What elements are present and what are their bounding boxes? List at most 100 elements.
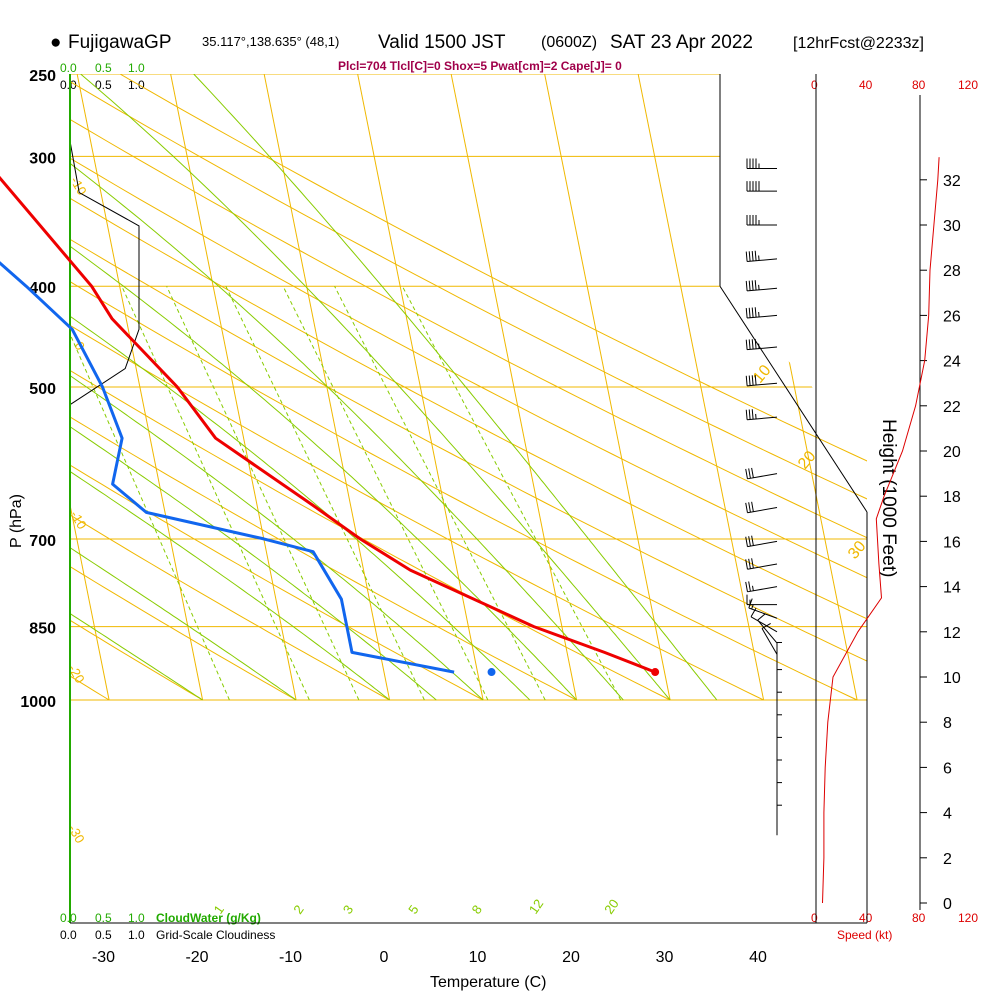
isotherm-line — [70, 74, 110, 701]
wind-barb — [745, 307, 778, 319]
surface-temperature-point — [651, 668, 660, 677]
dry-adiabat-line — [88, 74, 867, 701]
isotherm-line — [0, 56, 16, 700]
wind-barb — [776, 691, 782, 723]
mixing-ratio-label: 5 — [405, 902, 421, 917]
dry-adiabat-line — [70, 74, 858, 701]
temperature-line — [0, 175, 656, 674]
isotherm-line — [633, 74, 765, 701]
temperature-tick-label: -30 — [92, 949, 115, 966]
moist-adiabat-line — [70, 74, 437, 701]
moist-adiabat-grid: -100-10-20-30 — [67, 74, 718, 846]
y-axis-title: P (hPa) — [8, 494, 25, 548]
mixing-ratio-line — [166, 286, 360, 701]
height-tick-label: 16 — [943, 534, 961, 551]
mixing-ratio-label: 3 — [340, 902, 356, 917]
wind-barbs — [745, 158, 782, 836]
sounding-series — [0, 175, 660, 677]
dry-adiabat-line — [70, 74, 390, 701]
height-tick-label: 32 — [943, 173, 961, 190]
wind-barb — [745, 250, 778, 263]
temperature-tick-label: 10 — [469, 949, 487, 966]
wind-barb — [745, 338, 778, 351]
cloudiness-profile — [69, 140, 140, 406]
moist-adiabat-line — [70, 74, 484, 701]
cloudiness-tick-bottom-2: 1.0 — [128, 928, 145, 942]
isotherm-line — [540, 74, 671, 701]
temperature-tick-label: 20 — [562, 949, 580, 966]
isotherm-line — [166, 74, 297, 701]
isotherm-line — [72, 74, 204, 701]
windspeed-tick-top-1: 40 — [859, 78, 873, 92]
cloudwater-tick-top-2: 1.0 — [128, 61, 145, 75]
height-tick-label: 6 — [943, 760, 952, 777]
isotherm-line — [446, 74, 578, 701]
x-axis-title: Temperature (C) — [430, 974, 546, 991]
dry-adiabat-line — [70, 74, 577, 701]
height-tick-label: 2 — [943, 851, 952, 868]
cloudwater-tick-top-1: 0.5 — [95, 61, 112, 75]
cloudwater-tick-top-0: 0.0 — [60, 61, 77, 75]
cloudwater-tick-bottom-0: 0.0 — [60, 911, 77, 925]
height-tick-label: 30 — [943, 218, 961, 235]
surface-dewpoint-point — [487, 668, 496, 677]
cloudiness-tick-bottom-0: 0.0 — [60, 928, 77, 942]
dry-adiabat-label: 30 — [845, 538, 870, 563]
moist-adiabat-line — [193, 74, 718, 701]
height-tick-label: 26 — [943, 308, 961, 325]
isotherm-line — [259, 74, 391, 701]
mixing-ratio-label: 20 — [601, 896, 622, 916]
temperature-tick-label: 0 — [380, 949, 389, 966]
pressure-tick-labels: 250 300 400 500 700 850 1000 — [20, 68, 56, 711]
height-tick-label: 10 — [943, 670, 961, 687]
wind-barb — [748, 598, 778, 619]
wind-barb — [776, 714, 782, 745]
wind-barb — [745, 409, 778, 421]
wind-barb — [757, 613, 778, 644]
wind-barb — [750, 607, 778, 633]
mixing-ratio-label: 8 — [469, 902, 485, 917]
mixing-ratio-label: 2 — [290, 902, 306, 917]
height-tick-label: 4 — [943, 806, 952, 823]
indices-line: Plcl=704 Tlcl[C]=0 Shox=5 Pwat[cm]=2 Cap… — [338, 59, 622, 73]
height-tick-label: 28 — [943, 263, 961, 280]
temperature-tick-labels: -30 -20 -10 0 10 20 30 40 — [92, 949, 767, 966]
header-valid-prefix: Valid 1500 JST — [378, 32, 506, 53]
wind-barb — [745, 535, 778, 548]
height-tick-label: 8 — [943, 715, 952, 732]
moist-adiabat-label: -10 — [67, 508, 89, 532]
header-coords: 35.117°,138.635° (48,1) — [202, 34, 339, 49]
dry-adiabat-line — [70, 74, 203, 701]
windspeed-label: Speed (kt) — [837, 928, 892, 942]
mixing-ratio-grid: 1 2 3 5 8 12 20 — [70, 286, 622, 917]
mixing-ratio-line — [334, 286, 546, 701]
mixing-ratio-line — [225, 286, 425, 701]
wind-barb — [746, 181, 777, 192]
header-valid-date: SAT 23 Apr 2022 — [610, 32, 753, 53]
cloudiness-tick-top-1: 0.5 — [95, 78, 112, 92]
wind-barb — [761, 622, 778, 655]
temperature-tick-label: -20 — [185, 949, 208, 966]
height-axis-title: Height (1000 Feet) — [878, 419, 899, 577]
wind-barb — [745, 280, 778, 292]
isotherm-line — [820, 74, 867, 701]
wind-barb — [776, 669, 782, 700]
wind-barb — [746, 158, 777, 169]
temperature-tick-label: 40 — [749, 949, 767, 966]
mixing-ratio-line — [282, 286, 489, 701]
dry-adiabat-line — [70, 74, 867, 701]
wind-barb — [776, 804, 782, 836]
mixing-ratio-line — [121, 286, 310, 701]
temperature-tick-label: 30 — [656, 949, 674, 966]
cloudwater-label: CloudWater (g/Kg) — [156, 911, 261, 925]
wind-barb — [776, 759, 782, 790]
cloudiness-tick-bottom-1: 0.5 — [95, 928, 112, 942]
windspeed-tick-bottom-3: 120 — [958, 911, 978, 925]
wind-barb — [746, 215, 777, 226]
header-valid-utc: (0600Z) — [541, 34, 597, 51]
cloudiness-tick-top-0: 0.0 — [60, 78, 77, 92]
moist-adiabat-line — [70, 74, 531, 701]
plot-frame — [69, 74, 868, 924]
temperature-tick-label: -10 — [279, 949, 302, 966]
